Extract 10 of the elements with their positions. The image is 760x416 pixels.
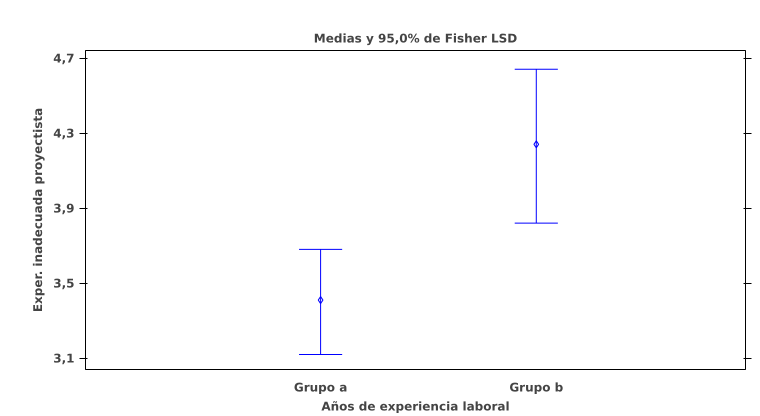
y-axis-title: Exper. inadecuada proyectista — [31, 108, 46, 312]
chart-title: Medias y 95,0% de Fisher LSD — [314, 32, 518, 46]
y-tick-label: 3,9 — [53, 202, 75, 216]
y-tick-label: 3,5 — [53, 276, 75, 291]
x-tick-label: Grupo a — [294, 380, 348, 394]
x-axis-title: Años de experiencia laboral — [321, 400, 510, 414]
y-tick-label: 4,3 — [53, 126, 75, 141]
y-tick-label: 3,1 — [53, 352, 75, 366]
x-tick-label: Grupo b — [509, 380, 564, 394]
y-tick-label: 4,7 — [53, 52, 75, 66]
